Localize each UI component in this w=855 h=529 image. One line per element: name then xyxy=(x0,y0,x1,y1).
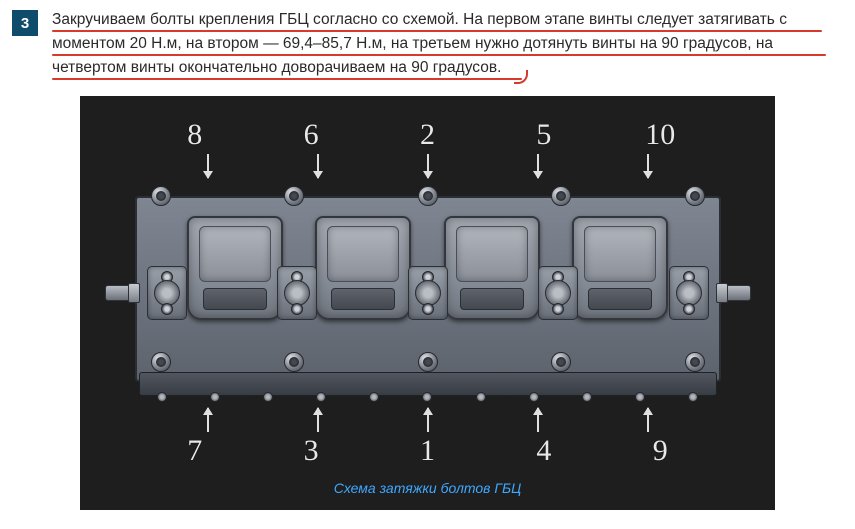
arrow-up-icon xyxy=(207,408,209,432)
bolt-sequence-diagram: 8 6 2 5 10 xyxy=(103,118,753,468)
head-bolts-bottom xyxy=(151,352,705,372)
camshaft-end-left xyxy=(105,285,137,301)
arrow-up-icon xyxy=(647,408,649,432)
head-bolt xyxy=(151,186,171,206)
arrow-up-icon xyxy=(537,408,539,432)
step-number-badge: 3 xyxy=(12,10,38,36)
small-bolt xyxy=(582,392,592,402)
small-bolt xyxy=(529,392,539,402)
annotation-underline xyxy=(52,30,822,32)
cam-bearing xyxy=(408,266,448,320)
small-bolt xyxy=(688,392,698,402)
cam-lobe xyxy=(284,280,310,306)
step-text: Закручиваем болты крепления ГБЦ согласно… xyxy=(52,8,843,80)
cylinder-head xyxy=(113,180,743,406)
bottom-label-row: 7 3 1 4 9 xyxy=(103,434,753,468)
small-bolt xyxy=(316,392,326,402)
arrow-down-icon xyxy=(317,154,319,178)
cam-lobe xyxy=(415,280,441,306)
cam-bearing xyxy=(277,266,317,320)
arrow-up-icon xyxy=(317,408,319,432)
cam-bearing xyxy=(669,266,709,320)
rail-bolts xyxy=(157,392,699,402)
small-bolt xyxy=(369,392,379,402)
annotation-underline xyxy=(52,78,522,80)
bearing-row xyxy=(147,266,709,320)
arrow-down-icon xyxy=(537,154,539,178)
top-label-row: 8 6 2 5 10 xyxy=(103,118,753,152)
annotation-underline xyxy=(52,54,826,56)
bolt-label: 9 xyxy=(638,434,682,468)
arrow-down-icon xyxy=(647,154,649,178)
head-bolt xyxy=(418,186,438,206)
cam-lobe xyxy=(154,280,180,306)
bolt-label: 4 xyxy=(522,434,566,468)
bolt-label: 6 xyxy=(289,118,333,152)
bolt-label: 1 xyxy=(405,434,449,468)
cam-bearing xyxy=(538,266,578,320)
bottom-arrows xyxy=(103,408,753,432)
head-bolt xyxy=(685,186,705,206)
bolt-label: 2 xyxy=(405,118,449,152)
bolt-label: 8 xyxy=(173,118,217,152)
head-bolt xyxy=(151,352,171,372)
head-bolt xyxy=(284,186,304,206)
camshaft-end-right xyxy=(719,285,751,301)
cam-lobe xyxy=(676,280,702,306)
figure-caption: Схема затяжки болтов ГБЦ xyxy=(334,480,522,496)
step-text-content: Закручиваем болты крепления ГБЦ согласно… xyxy=(52,11,787,76)
small-bolt xyxy=(476,392,486,402)
cam-lobe xyxy=(545,280,571,306)
head-bolt xyxy=(418,352,438,372)
arrow-down-icon xyxy=(427,154,429,178)
head-bolt xyxy=(551,186,571,206)
bolt-label: 5 xyxy=(522,118,566,152)
small-bolt xyxy=(157,392,167,402)
small-bolt xyxy=(635,392,645,402)
cam-bearing xyxy=(147,266,187,320)
small-bolt xyxy=(210,392,220,402)
small-bolt xyxy=(422,392,432,402)
head-bolt xyxy=(685,352,705,372)
small-bolt xyxy=(263,392,273,402)
arrow-down-icon xyxy=(207,154,209,178)
arrow-up-icon xyxy=(427,408,429,432)
bolt-label: 10 xyxy=(638,118,682,152)
head-bolts-top xyxy=(151,186,705,206)
figure-container: 8 6 2 5 10 xyxy=(80,96,775,510)
step-row: 3 Закручиваем болты крепления ГБЦ соглас… xyxy=(12,8,843,80)
bolt-label: 7 xyxy=(173,434,217,468)
top-arrows xyxy=(103,154,753,178)
bolt-label: 3 xyxy=(289,434,333,468)
head-bolt xyxy=(284,352,304,372)
head-bolt xyxy=(551,352,571,372)
